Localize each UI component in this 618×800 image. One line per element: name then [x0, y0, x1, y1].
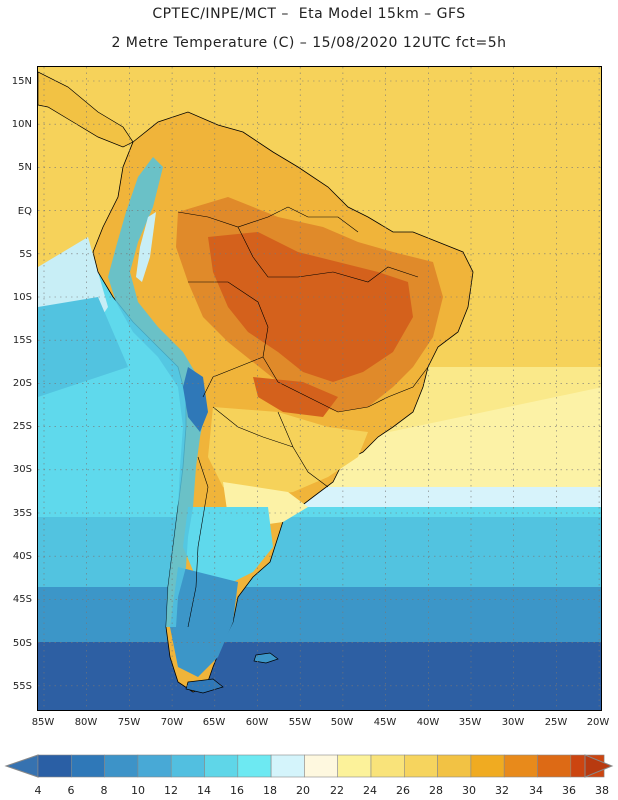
colorbar-label-28: 28 [429, 784, 443, 797]
lat-label-30s: 30S [12, 464, 32, 475]
lat-label-50s: 50S [12, 638, 32, 649]
lat-label-45s: 45S [12, 594, 32, 605]
colorbar-cell [237, 754, 272, 778]
colorbar-cell [170, 754, 205, 778]
patagonia-cool [183, 507, 273, 587]
colorbar-cell [370, 754, 405, 778]
lon-label-60w: 60W [245, 717, 269, 728]
pampas-warm [208, 407, 368, 497]
central-america [38, 71, 134, 148]
lon-label-25w: 25W [544, 717, 568, 728]
colorbar-label-36: 36 [562, 784, 576, 797]
lon-label-45w: 45W [373, 717, 397, 728]
colorbar-cell [104, 754, 139, 778]
andes-peaks [136, 212, 156, 282]
lat-label-35s: 35S [12, 508, 32, 519]
lon-label-55w: 55W [288, 717, 312, 728]
lat-label-40s: 40S [12, 551, 32, 562]
colorbar-label-16: 16 [230, 784, 244, 797]
falkland-islands [253, 652, 279, 664]
lat-label-15n: 15N [11, 76, 32, 87]
colorbar-cell [337, 754, 372, 778]
colorbar-cell [537, 754, 572, 778]
lat-label-55s: 55S [12, 681, 32, 692]
ocean-light-blue [38, 517, 601, 597]
colorbar-label-32: 32 [495, 784, 509, 797]
colorbar-over-arrow [584, 754, 614, 778]
colorbar-label-8: 8 [100, 784, 108, 797]
colorbar-cell [503, 754, 538, 778]
lon-label-85w: 85W [31, 717, 55, 728]
lon-label-30w: 30W [501, 717, 525, 728]
ocean-deep-blue [38, 642, 601, 710]
temperature-map[interactable] [37, 66, 602, 711]
lat-label-10s: 10S [12, 292, 32, 303]
lon-label-40w: 40W [416, 717, 440, 728]
colorbar-label-18: 18 [263, 784, 277, 797]
ocean-mid-blue [38, 587, 601, 647]
lat-label-eq: EQ [17, 206, 32, 217]
colorbar-cell [304, 754, 338, 778]
colorbar-label-4: 4 [34, 784, 42, 797]
lon-label-80w: 80W [74, 717, 98, 728]
lon-label-75w: 75W [117, 717, 141, 728]
lat-label-5n: 5N [18, 162, 32, 173]
colorbar-cells [37, 754, 605, 778]
lat-label-15s: 15S [12, 335, 32, 346]
colorbar-label-34: 34 [529, 784, 543, 797]
colorbar-cell [403, 754, 438, 778]
graticule [38, 67, 601, 710]
patagonia-cold [170, 567, 238, 677]
colorbar-label-14: 14 [197, 784, 211, 797]
colorbar-cell [437, 754, 472, 778]
colorbar-label-24: 24 [363, 784, 377, 797]
colorbar-cell [137, 754, 172, 778]
colorbar-cell [204, 754, 239, 778]
colorbar-label-38: 38 [595, 784, 609, 797]
map-subtitle: 2 Metre Temperature (C) – 15/08/2020 12U… [111, 35, 507, 51]
lon-label-35w: 35W [458, 717, 482, 728]
lon-label-20w: 20W [586, 717, 610, 728]
lon-label-50w: 50W [330, 717, 354, 728]
lat-label-20s: 20S [12, 378, 32, 389]
lat-label-10n: 10N [11, 119, 32, 130]
temperature-colorbar [4, 754, 614, 778]
lat-label-5s: 5S [19, 249, 32, 260]
colorbar-label-26: 26 [396, 784, 410, 797]
map-title: CPTEC/INPE/MCT – Eta Model 15km – GFS [152, 6, 466, 22]
colorbar-label-6: 6 [67, 784, 75, 797]
colorbar-label-30: 30 [462, 784, 476, 797]
colorbar-label-10: 10 [131, 784, 145, 797]
colorbar-label-12: 12 [164, 784, 178, 797]
andes-altiplano [183, 367, 208, 432]
country-borders [177, 206, 429, 628]
colorbar-cell [37, 754, 72, 778]
map-canvas [38, 67, 601, 710]
colorbar-under-arrow [4, 754, 39, 778]
very-hot-core [208, 232, 413, 382]
andes-cold [108, 157, 206, 627]
colorbar-label-20: 20 [296, 784, 310, 797]
pacific-cool-tongue-2 [38, 297, 128, 397]
colorbar-cell [71, 754, 105, 778]
lat-label-25s: 25S [12, 421, 32, 432]
colorbar-cell [470, 754, 505, 778]
colorbar-cell [270, 754, 305, 778]
lon-label-70w: 70W [160, 717, 184, 728]
very-hot-core-2 [253, 377, 338, 417]
colorbar-label-22: 22 [330, 784, 344, 797]
lon-label-65w: 65W [202, 717, 226, 728]
